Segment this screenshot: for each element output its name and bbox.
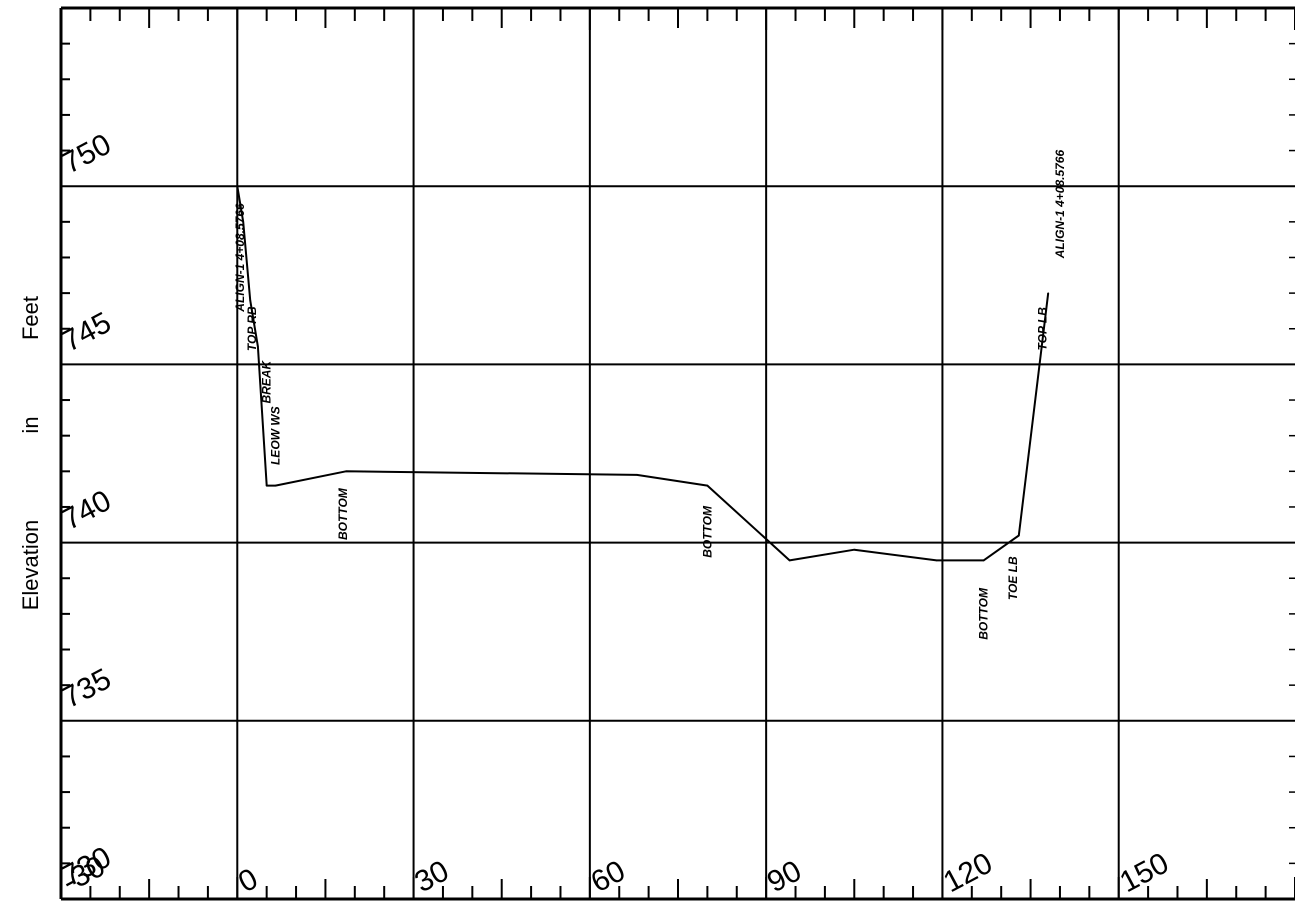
x-tick-label: 120 bbox=[938, 847, 998, 900]
profile-point bbox=[788, 559, 791, 562]
profile-point bbox=[249, 299, 252, 302]
x-tick-label: 90 bbox=[762, 854, 807, 899]
profile-point bbox=[982, 559, 985, 562]
point-annotation: ALIGN-1 4+08.5766 bbox=[1053, 150, 1067, 260]
y-tick-label: 750 bbox=[57, 128, 117, 181]
minor-ticks bbox=[60, 8, 1295, 899]
point-annotation: TOE LB bbox=[1006, 556, 1020, 600]
x-tick-label: 30 bbox=[409, 854, 454, 899]
profile-point bbox=[706, 484, 709, 487]
profile-line-series-0 bbox=[236, 186, 1050, 562]
y-tick-label: 740 bbox=[57, 484, 117, 537]
point-annotation: BOTTOM bbox=[977, 587, 991, 640]
profile-point bbox=[242, 221, 244, 223]
point-annotation: LEOW WS bbox=[268, 406, 282, 465]
point-annotation: BOTTOM bbox=[700, 505, 714, 558]
profile-point bbox=[636, 474, 638, 476]
profile-point bbox=[274, 484, 277, 487]
profile-point bbox=[853, 548, 856, 551]
point-annotation: BREAK bbox=[260, 360, 274, 404]
y-axis-label-word-2: in bbox=[18, 416, 43, 433]
profile-point bbox=[265, 484, 268, 487]
profile-point bbox=[236, 185, 239, 187]
y-tick-label: 745 bbox=[57, 306, 117, 359]
profile-point bbox=[257, 345, 259, 348]
point-annotation: BOTTOM bbox=[336, 487, 350, 540]
profile-point bbox=[345, 470, 347, 473]
x-tick-label: 150 bbox=[1115, 847, 1175, 900]
point-annotation: TOP LB bbox=[1035, 307, 1049, 351]
x-tick-label: 60 bbox=[586, 854, 631, 899]
point-annotation: TOP RB bbox=[245, 306, 259, 351]
y-axis-label: Elevation in Feet bbox=[18, 296, 43, 610]
grid-layer bbox=[59, 6, 1295, 901]
profile-point bbox=[935, 559, 938, 562]
profile-point bbox=[1018, 534, 1020, 537]
y-axis-label-word-1: Elevation bbox=[18, 520, 43, 611]
y-tick-label: 735 bbox=[57, 662, 117, 715]
y-axis-label-word-3: Feet bbox=[18, 296, 43, 340]
point-annotation: ALIGN-1 4+08.5766 bbox=[233, 203, 247, 313]
profile-point bbox=[1047, 292, 1049, 294]
profile-line-layer bbox=[236, 185, 1050, 562]
